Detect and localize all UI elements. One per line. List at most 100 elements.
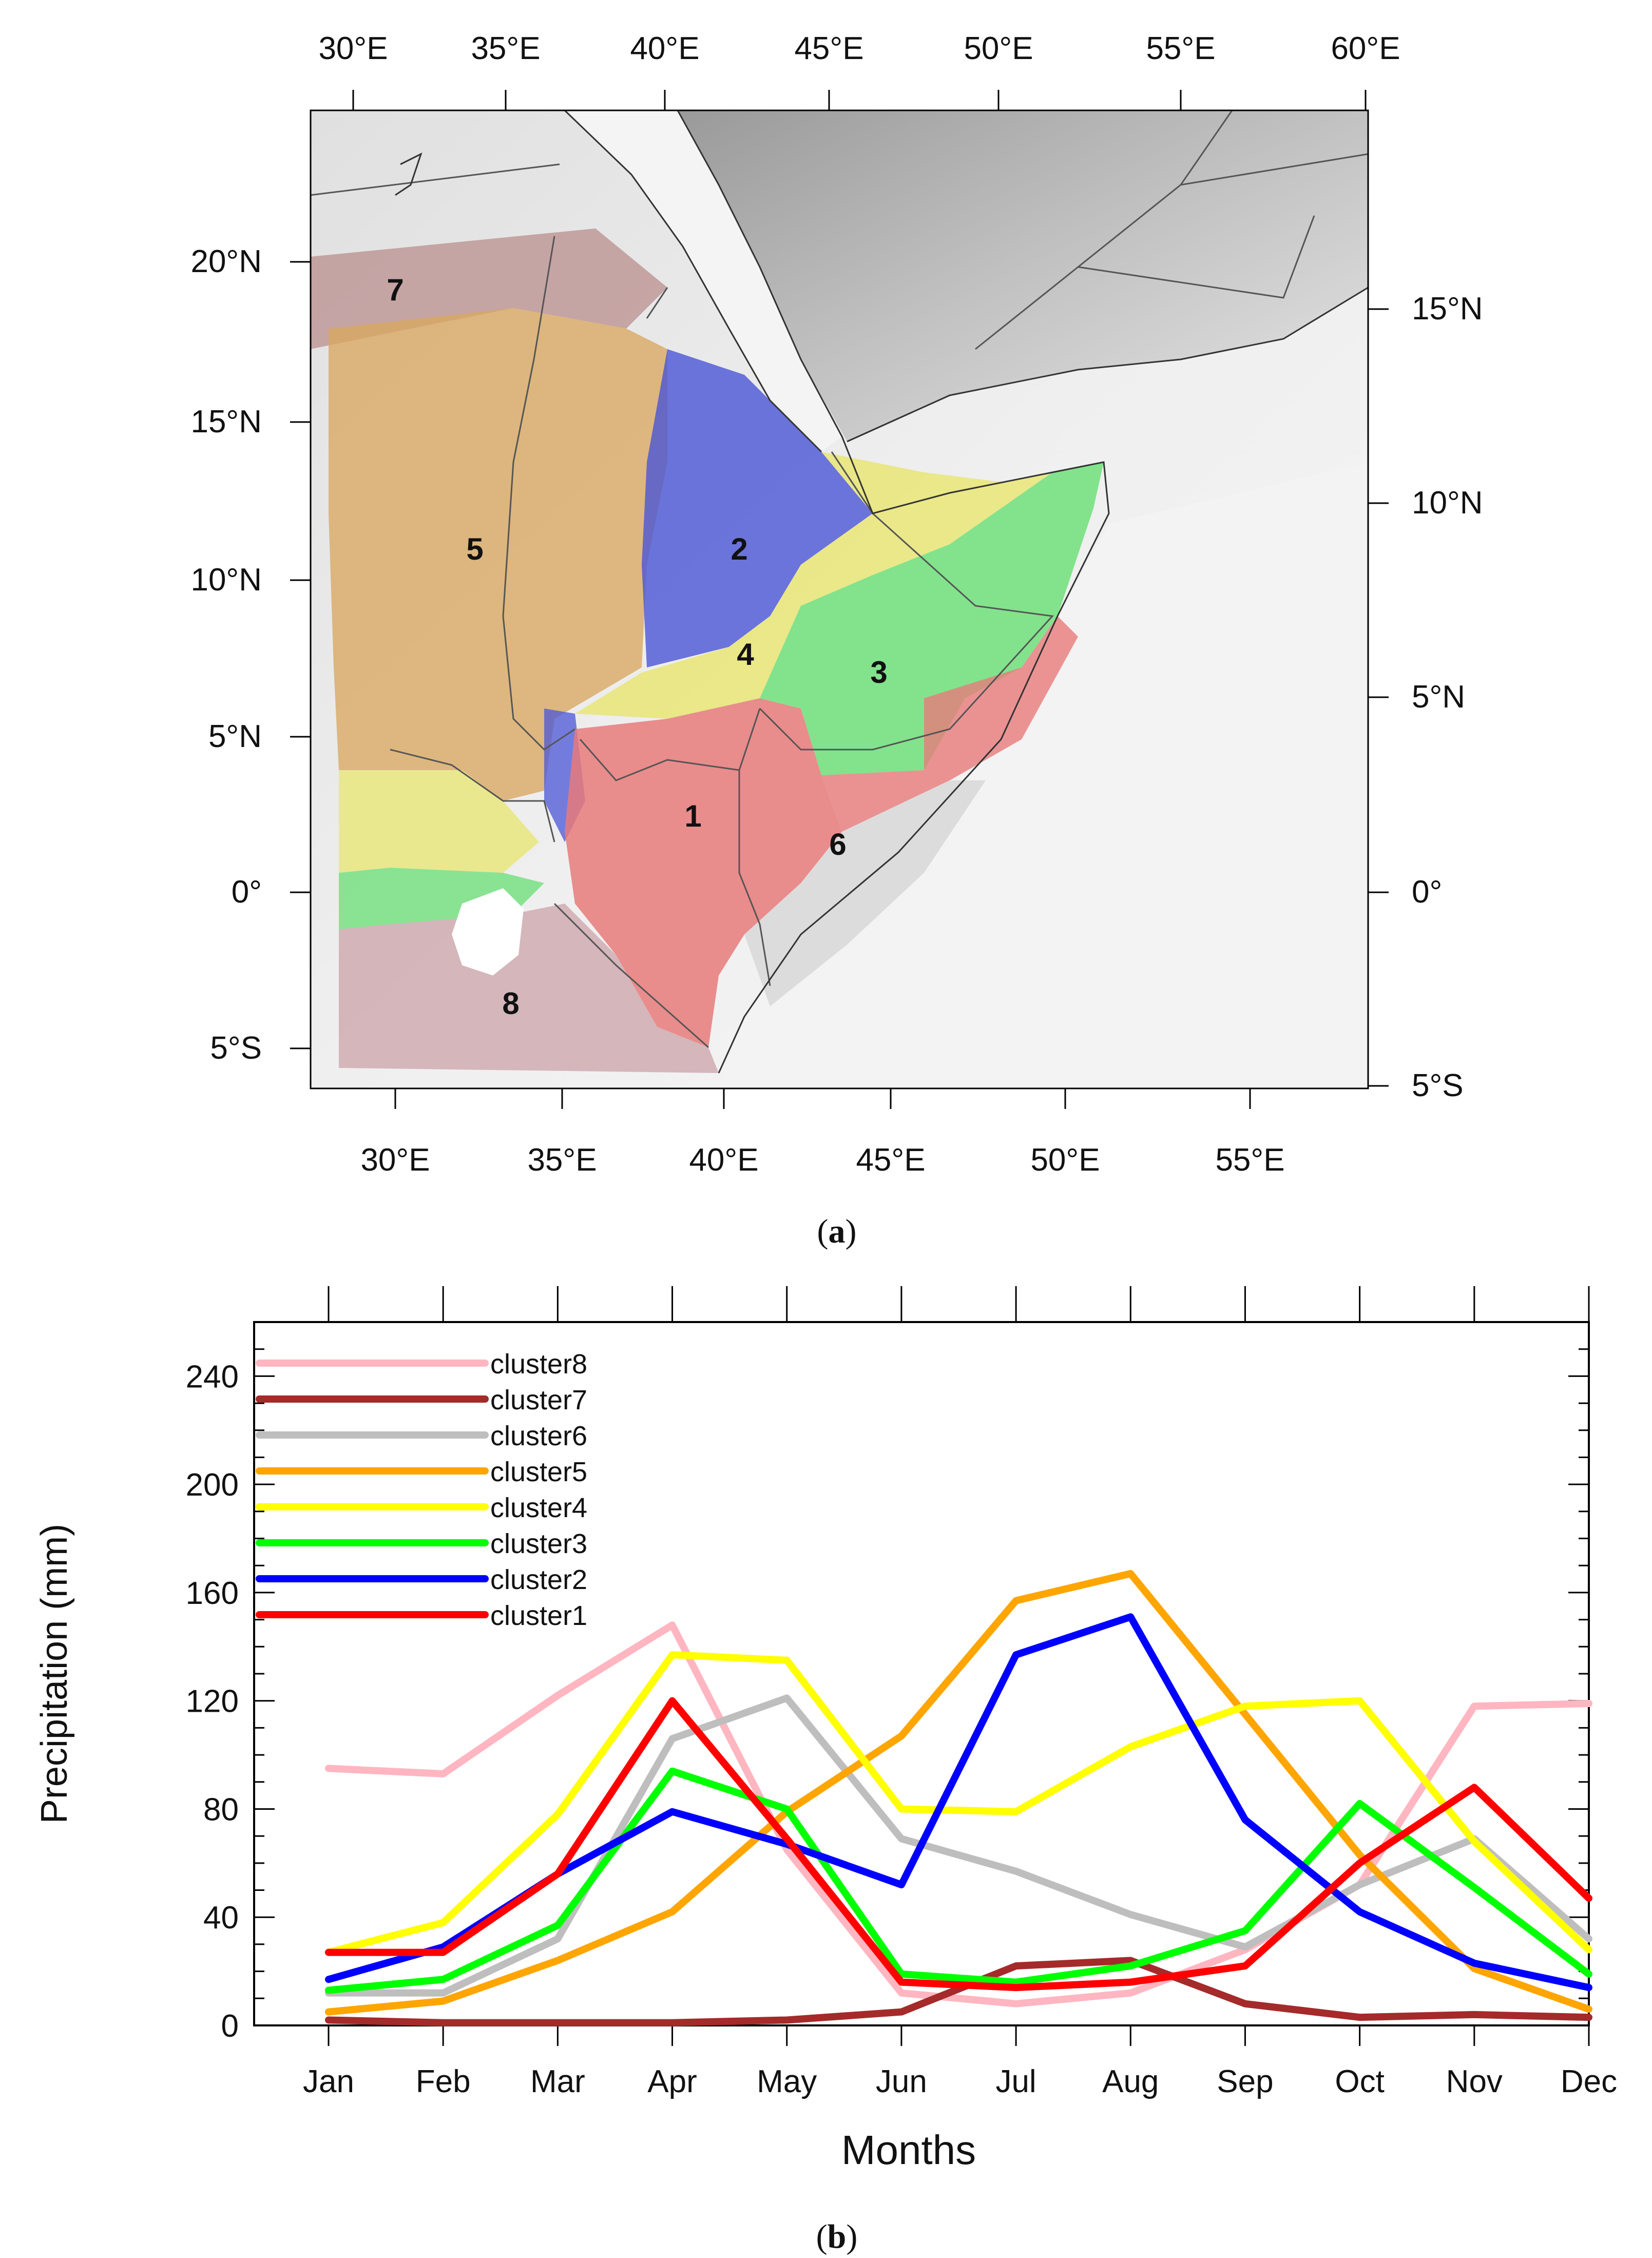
map-frame [310, 109, 1369, 1089]
bottom-lon-label: 55°E [1215, 1142, 1284, 1178]
bottom-lon-label: 40°E [689, 1142, 758, 1178]
legend-label-cluster7: cluster7 [490, 1385, 587, 1415]
chart-ticks [254, 1286, 1590, 2046]
series-line-cluster1 [325, 1697, 1592, 1992]
map-left-lat-labels: 20°N 15°N 10°N 5°N 0° 5°S [190, 244, 262, 1066]
top-lon-label: 30°E [318, 31, 388, 66]
cluster-region-4 [575, 452, 1052, 719]
top-lon-label: 45°E [794, 31, 863, 66]
left-lat-label: 10°N [190, 562, 262, 598]
map-bottom-lon-labels: 30°E 35°E 40°E 45°E 50°E 55°E [360, 1142, 1284, 1178]
left-lat-label: 5°N [208, 719, 262, 754]
y-tick-label: 120 [186, 1684, 239, 1719]
legend-label-cluster1: cluster1 [490, 1600, 587, 1631]
region-label-6: 6 [829, 827, 846, 862]
right-lat-label: 0° [1412, 874, 1442, 910]
y-axis-label: Precipitation (mm) [34, 1524, 75, 1824]
x-tick-label: Aug [1102, 2064, 1159, 2099]
top-lon-label: 55°E [1146, 31, 1215, 66]
legend-label-cluster3: cluster3 [490, 1528, 587, 1559]
legend: cluster8 cluster7 cluster6 cluster5 cluster4… [256, 1349, 587, 1631]
x-tick-label: Sep [1217, 2064, 1273, 2099]
legend-label-cluster5: cluster5 [490, 1457, 587, 1487]
series-line-cluster4 [325, 1651, 1592, 1956]
cluster-region-4b [339, 770, 539, 873]
cluster-region-1 [565, 698, 842, 1047]
map-right-lat-labels: 15°N 10°N 5°N 0° 5°S [1412, 291, 1483, 1103]
left-lat-label: 20°N [190, 244, 262, 279]
x-tick-label: May [757, 2064, 817, 2099]
top-lon-label: 35°E [471, 31, 540, 66]
bottom-lon-label: 45°E [856, 1142, 925, 1178]
region-label-1: 1 [684, 799, 701, 833]
plot-frame [253, 1321, 1590, 2026]
x-tick-label: Feb [416, 2064, 471, 2099]
x-tick-label: Jun [876, 2064, 927, 2099]
region-labels: 1 2 3 4 5 6 7 8 [387, 273, 887, 1021]
panel-b-caption-letter: b [828, 2218, 847, 2255]
bottom-lon-label: 30°E [360, 1142, 430, 1178]
x-tick-label: Jan [303, 2064, 354, 2099]
series-line-cluster5 [325, 1570, 1592, 2016]
y-tick-labels: 0 40 80 120 160 200 240 [186, 1359, 239, 2044]
region-label-8: 8 [502, 986, 519, 1021]
arabian-peninsula [678, 110, 1368, 442]
y-tick-label: 80 [203, 1792, 239, 1827]
map-ticks [290, 90, 1389, 1109]
region-label-2: 2 [731, 532, 747, 566]
y-tick-label: 240 [186, 1359, 239, 1394]
region-label-4: 4 [737, 637, 754, 672]
map-panel: 30°E 35°E 40°E 45°E 50°E 55°E 60°E 30°E … [190, 31, 1483, 1250]
legend-label-cluster8: cluster8 [490, 1349, 587, 1380]
cluster-region-1b [821, 616, 1078, 832]
series-line-cluster7 [325, 1957, 1592, 2026]
cluster-region-8 [339, 904, 719, 1073]
y-tick-label: 160 [186, 1576, 239, 1611]
series-line-cluster6 [325, 1694, 1592, 1997]
cluster-region-6 [744, 780, 986, 1006]
legend-label-cluster2: cluster2 [490, 1564, 587, 1595]
bottom-lon-label: 35°E [527, 1142, 597, 1178]
series-line-cluster8 [325, 1621, 1592, 2007]
left-lat-label: 0° [232, 874, 262, 910]
y-tick-label: 0 [221, 2008, 239, 2044]
x-tick-labels: Jan Feb Mar Apr May Jun Jul Aug Sep Oct Nov Dec [303, 2064, 1617, 2099]
y-tick-label: 40 [203, 1900, 239, 1936]
cluster-region-7 [311, 228, 667, 349]
y-tick-label: 200 [186, 1467, 239, 1503]
left-lat-label: 5°S [210, 1030, 262, 1066]
x-axis-label: Months [841, 2127, 976, 2173]
coastlines [395, 110, 1368, 1074]
x-tick-label: Nov [1446, 2064, 1503, 2099]
panel-a-caption-letter: a [829, 1213, 846, 1250]
region-label-7: 7 [387, 273, 404, 307]
right-lat-label: 5°S [1412, 1068, 1464, 1103]
country-borders [311, 110, 1368, 1048]
panel-b-caption: (b) [816, 2218, 858, 2255]
left-lat-label: 15°N [190, 404, 262, 439]
cluster-region-3 [760, 462, 1104, 775]
right-lat-label: 15°N [1412, 291, 1483, 327]
red-sea [565, 110, 842, 452]
series-lines [325, 1570, 1592, 2026]
top-lon-label: 40°E [630, 31, 699, 66]
legend-label-cluster4: cluster4 [490, 1492, 587, 1523]
x-tick-label: Dec [1561, 2064, 1617, 2099]
series-line-cluster3 [325, 1767, 1592, 1994]
cluster-region-2 [642, 349, 873, 667]
lake-victoria [452, 888, 524, 975]
panel-a-caption: (a) [817, 1213, 857, 1250]
x-tick-label: Mar [530, 2064, 585, 2099]
x-tick-label: Jul [995, 2064, 1036, 2099]
cluster-region-5 [329, 308, 667, 801]
indian-ocean [719, 462, 1368, 1088]
legend-label-cluster6: cluster6 [490, 1421, 587, 1451]
x-tick-label: Oct [1335, 2064, 1384, 2099]
top-lon-label: 60°E [1331, 31, 1400, 66]
x-tick-label: Apr [647, 2064, 697, 2099]
region-label-5: 5 [466, 532, 483, 566]
bottom-lon-label: 50°E [1030, 1142, 1100, 1178]
right-lat-label: 10°N [1412, 485, 1483, 521]
map-terrain [311, 110, 1368, 1088]
